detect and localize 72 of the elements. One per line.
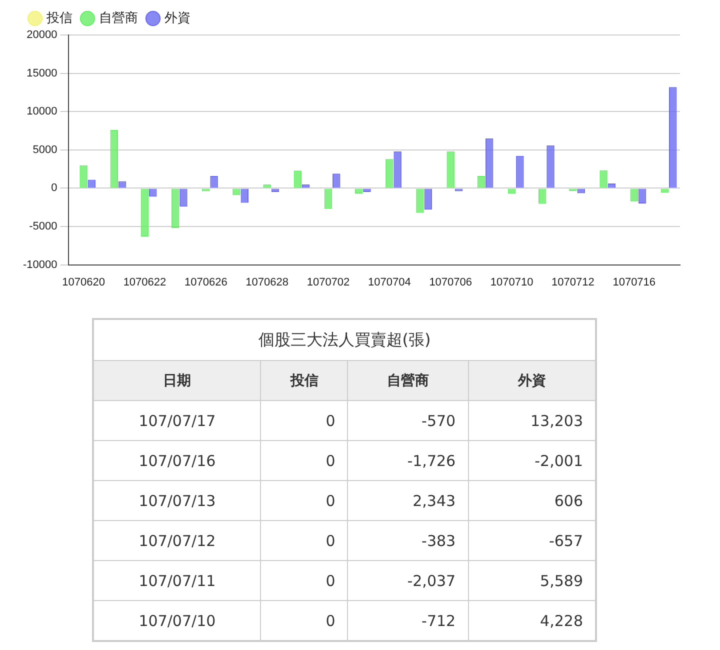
- y-tick-label: 15000: [26, 67, 58, 80]
- text: -2,001: [468, 440, 596, 480]
- y-tick-label: -10000: [22, 258, 58, 271]
- bar: [546, 145, 554, 188]
- text: 606: [468, 480, 596, 520]
- text: -570: [348, 400, 468, 440]
- bar: [180, 188, 188, 207]
- text: 日期: [93, 360, 261, 400]
- text: 2,343: [348, 480, 468, 520]
- bar: [80, 165, 88, 188]
- bar: [638, 188, 646, 204]
- x-tick-label: 1070710: [490, 276, 534, 288]
- text: 投信: [260, 360, 348, 400]
- bar: [424, 188, 432, 210]
- text: 0: [260, 440, 348, 480]
- text: 個股三大法人買賣超(張): [93, 319, 596, 360]
- text: 5,589: [468, 560, 596, 600]
- x-tick-label: 1070712: [552, 276, 594, 288]
- bar: [294, 170, 302, 188]
- y-tick-label: 20000: [26, 29, 58, 42]
- text: -383: [348, 520, 468, 560]
- text: 0: [260, 600, 348, 641]
- legend-label: 投信: [46, 10, 72, 26]
- bar: [140, 188, 149, 236]
- text: -1,726: [348, 440, 468, 480]
- text: 0: [260, 400, 348, 440]
- text: 4,228: [468, 600, 596, 641]
- x-tick-label: 1070702: [306, 276, 350, 288]
- text: 107/07/11: [93, 560, 261, 600]
- bar: [110, 130, 118, 188]
- text: -2,037: [348, 560, 468, 600]
- text: 0: [260, 520, 348, 560]
- text: 0: [260, 480, 348, 520]
- y-tick-label: -5000: [29, 220, 58, 233]
- bar: [332, 174, 340, 188]
- y-tick-label: 0: [51, 182, 58, 194]
- x-tick-label: 1070706: [429, 276, 472, 288]
- bar: [363, 188, 371, 192]
- bar: [485, 138, 494, 188]
- bar: [668, 87, 677, 188]
- text: 107/07/13: [93, 480, 261, 520]
- x-tick-label: 1070704: [368, 276, 411, 288]
- y-tick-label: 10000: [26, 106, 58, 118]
- bar: [171, 188, 180, 228]
- bar: [600, 170, 608, 188]
- x-tick-label: 1070620: [62, 276, 105, 288]
- x-tick-label: 1070626: [184, 276, 228, 288]
- bar: [394, 151, 402, 188]
- text: -657: [468, 520, 596, 560]
- text: 外資: [468, 360, 596, 400]
- bar: [416, 188, 424, 213]
- x-tick-label: 1070622: [123, 276, 166, 288]
- bar: [386, 159, 394, 188]
- text: 107/07/10: [93, 600, 261, 641]
- bar: [516, 156, 524, 188]
- bar: [608, 184, 616, 188]
- text: 107/07/17: [93, 400, 261, 440]
- text: 107/07/12: [93, 520, 261, 560]
- x-tick-label: 1070628: [246, 276, 288, 288]
- bar: [538, 188, 546, 204]
- text: 自營商: [348, 360, 468, 400]
- bar: [240, 188, 249, 203]
- legend-label: 自營商: [99, 10, 138, 26]
- text: 107/07/16: [93, 440, 261, 480]
- x-tick-label: 1070716: [612, 276, 656, 288]
- text: 0: [260, 560, 348, 600]
- legend-label: 外資: [164, 10, 190, 26]
- text: -712: [348, 600, 468, 641]
- bar: [324, 188, 332, 209]
- text: 13,203: [468, 400, 596, 440]
- y-tick-label: 5000: [32, 144, 58, 156]
- bar: [446, 151, 454, 188]
